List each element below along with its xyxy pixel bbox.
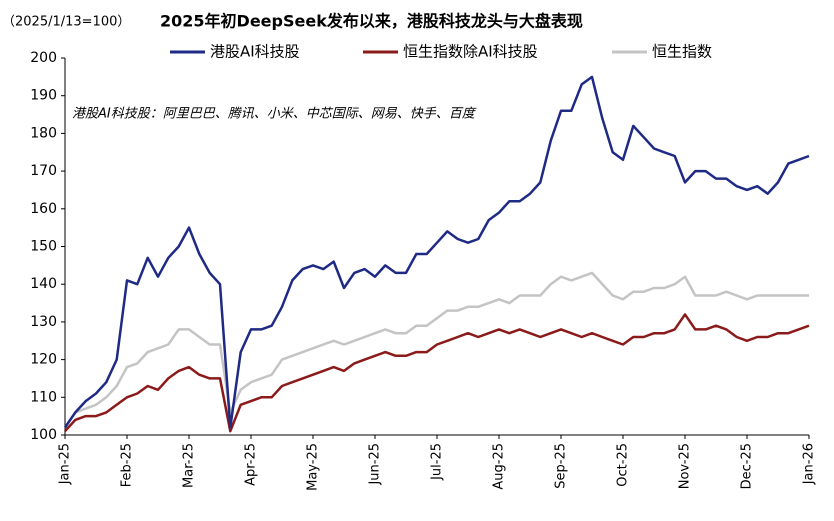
y-tick-label: 150 bbox=[30, 239, 57, 255]
x-tick-label: Apr-25 bbox=[244, 443, 259, 486]
y-tick-label: 190 bbox=[30, 88, 57, 104]
legend-label: 恒生指数 bbox=[652, 43, 712, 61]
x-tick-label: Jul-25 bbox=[430, 443, 445, 481]
series-line bbox=[63, 271, 809, 429]
chart-subtitle: （2025/1/13=100） bbox=[2, 15, 130, 30]
x-tick-label: Feb-25 bbox=[120, 443, 135, 487]
x-tick-label: May-25 bbox=[306, 443, 321, 491]
x-tick-label: Aug-25 bbox=[492, 443, 507, 490]
y-tick-label: 170 bbox=[30, 163, 57, 179]
x-tick-label: Jan-25 bbox=[58, 443, 73, 485]
y-tick-label: 140 bbox=[30, 276, 57, 292]
x-tick-label: Nov-25 bbox=[678, 443, 693, 489]
annotation: 港股AI科技股：阿里巴巴、腾讯、小米、中芯国际、网易、快手、百度 bbox=[72, 107, 477, 122]
series-line bbox=[63, 75, 810, 429]
y-tick-label: 180 bbox=[30, 125, 57, 141]
y-tick-label: 130 bbox=[30, 314, 57, 330]
x-tick-label: Mar-25 bbox=[182, 443, 197, 488]
x-tick-label: Oct-25 bbox=[616, 443, 631, 487]
x-tick-label: Jan-26 bbox=[802, 443, 817, 485]
series-line bbox=[64, 313, 810, 433]
x-tick-label: Sep-25 bbox=[554, 443, 569, 489]
legend-label: 港股AI科技股 bbox=[210, 43, 300, 61]
y-tick-label: 120 bbox=[30, 352, 57, 368]
y-tick-label: 110 bbox=[30, 389, 57, 405]
x-tick-label: Dec-25 bbox=[740, 443, 755, 489]
y-tick-label: 200 bbox=[30, 50, 57, 66]
y-tick-label: 100 bbox=[30, 427, 57, 443]
x-tick-label: Jun-25 bbox=[368, 443, 383, 486]
chart-title: 2025年初DeepSeek发布以来，港股科技龙头与大盘表现 bbox=[160, 12, 583, 31]
legend-label: 恒生指数除AI科技股 bbox=[403, 43, 538, 61]
y-tick-label: 160 bbox=[30, 201, 57, 217]
